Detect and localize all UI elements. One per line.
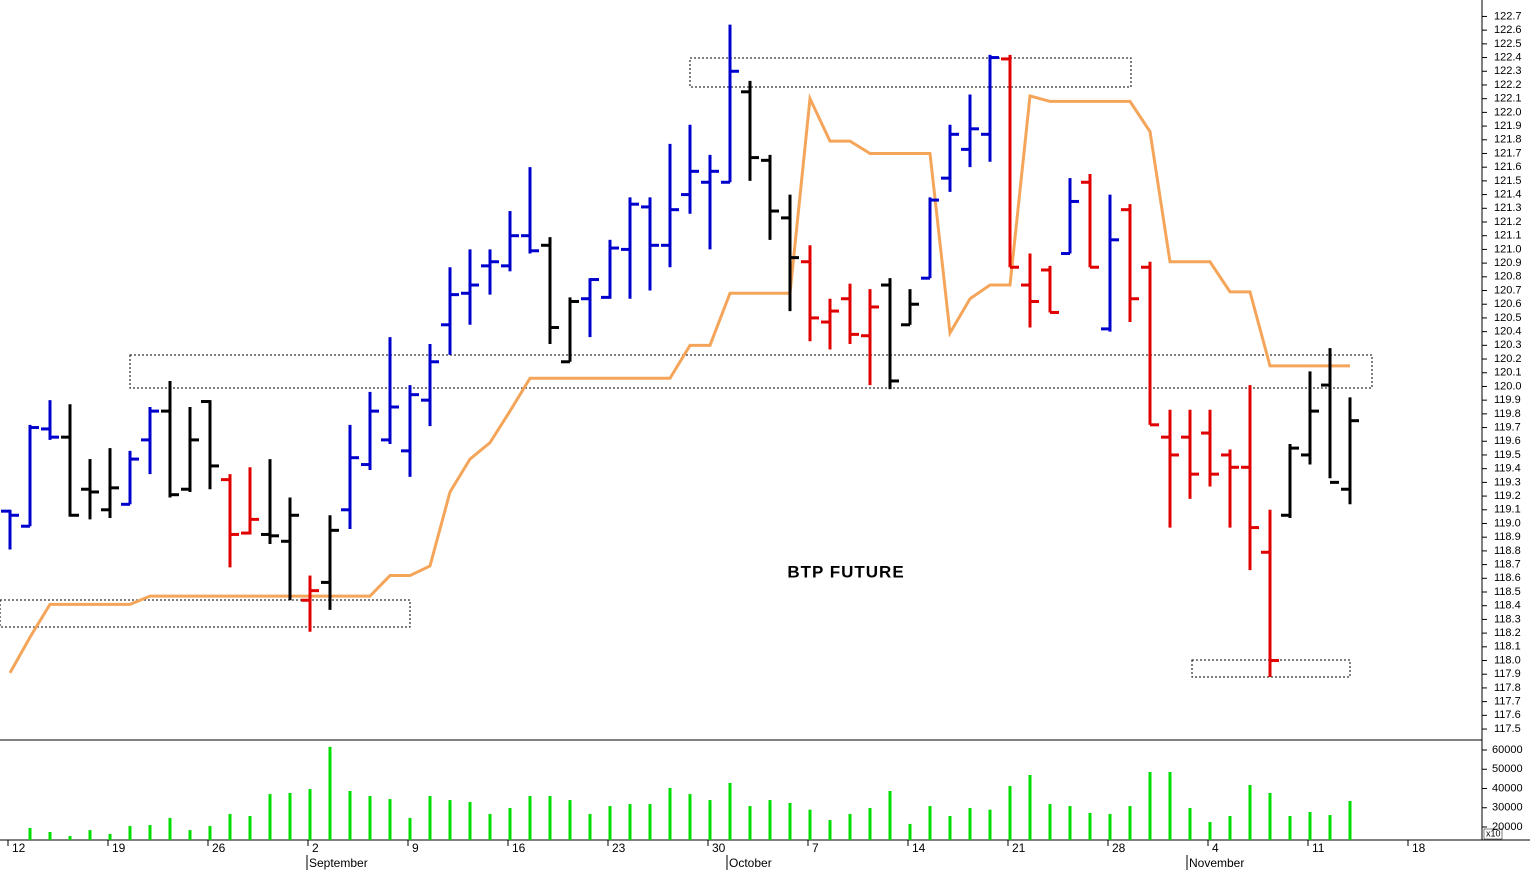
y-tick-label: 119.3 (1494, 476, 1521, 488)
y-tick-label: 30000 (1492, 802, 1523, 814)
y-tick-label: 122.4 (1494, 51, 1522, 63)
y-tick-label: 120.7 (1494, 284, 1522, 296)
y-tick-label: 120.1 (1494, 367, 1522, 379)
x-tick-label: 14 (912, 841, 926, 855)
y-tick-label: 117.7 (1494, 696, 1521, 708)
y-tick-label: 40000 (1492, 782, 1523, 794)
y-tick-label: 50000 (1492, 763, 1523, 775)
x-tick-label: 19 (112, 841, 126, 855)
y-tick-label: 118.9 (1494, 531, 1521, 543)
y-tick-label: 119.2 (1494, 490, 1521, 502)
unit-box (1483, 828, 1503, 840)
y-tick-label: 121.7 (1494, 147, 1522, 159)
x-tick-label: 21 (1012, 841, 1026, 855)
y-tick-label: 121.5 (1494, 175, 1522, 187)
y-tick-label: 120.5 (1494, 312, 1522, 324)
x-tick-label: 9 (412, 841, 419, 855)
y-tick-label: 118.3 (1494, 613, 1521, 625)
annotation-box (1191, 659, 1351, 678)
y-tick-label: 122.5 (1494, 38, 1522, 50)
y-tick-label: 120.9 (1494, 257, 1522, 269)
y-tick-label: 120.4 (1494, 326, 1522, 338)
y-tick-label: 121.0 (1494, 243, 1522, 255)
annotation-box (0, 599, 411, 628)
y-tick-label: 122.0 (1494, 106, 1522, 118)
y-tick-label: 118.7 (1494, 558, 1521, 570)
y-tick-label: 118.1 (1494, 641, 1521, 653)
y-tick-label: 120.8 (1494, 271, 1522, 283)
y-tick-label: 121.1 (1494, 230, 1522, 242)
month-label: November (1189, 856, 1244, 870)
chart-title: BTP FUTURE (787, 562, 904, 581)
y-tick-label: 117.5 (1494, 723, 1521, 735)
y-tick-label: 119.8 (1494, 408, 1521, 420)
y-tick-label: 60000 (1492, 744, 1523, 756)
y-tick-label: 20000 (1492, 821, 1523, 833)
y-tick-label: 120.2 (1494, 353, 1522, 365)
y-tick-label: 119.1 (1494, 504, 1521, 516)
month-label: October (729, 856, 772, 870)
y-tick-label: 117.6 (1494, 709, 1521, 721)
y-tick-label: 122.2 (1494, 79, 1522, 91)
y-tick-label: 122.3 (1494, 65, 1522, 77)
x-tick-label: 4 (1212, 841, 1219, 855)
x-tick-label: 28 (1112, 841, 1126, 855)
y-tick-label: 118.6 (1494, 572, 1521, 584)
y-tick-label: 118.4 (1494, 600, 1521, 612)
y-tick-label: 118.5 (1494, 586, 1521, 598)
overlay-line (8, 93, 1350, 674)
x-tick-label: 18 (1412, 841, 1426, 855)
y-tick-label: 120.3 (1494, 339, 1522, 351)
y-tick-label: 119.9 (1494, 394, 1521, 406)
x-tick-label: 26 (212, 841, 226, 855)
y-tick-label: 119.7 (1494, 421, 1521, 433)
x-tick-label: 23 (612, 841, 626, 855)
volume-unit-label: x10 (1486, 828, 1501, 838)
y-tick-label: 117.9 (1494, 668, 1521, 680)
y-tick-label: 118.2 (1494, 627, 1521, 639)
y-tick-label: 120.0 (1494, 380, 1522, 392)
y-tick-label: 118.0 (1494, 654, 1521, 666)
x-tick-label: 11 (1312, 841, 1325, 855)
y-tick-label: 122.6 (1494, 24, 1522, 36)
x-tick-label: 2 (312, 841, 319, 855)
y-tick-label: 118.8 (1494, 545, 1521, 557)
y-tick-label: 121.2 (1494, 216, 1522, 228)
y-tick-label: 122.1 (1494, 93, 1522, 105)
y-tick-label: 121.8 (1494, 134, 1522, 146)
y-tick-label: 121.4 (1494, 188, 1522, 200)
month-label: September (309, 856, 368, 870)
y-tick-label: 119.6 (1494, 435, 1521, 447)
y-tick-label: 122.7 (1494, 10, 1522, 22)
annotation-box (129, 354, 1373, 389)
y-tick-label: 119.5 (1494, 449, 1521, 461)
x-tick-label: 30 (712, 841, 726, 855)
y-tick-label: 117.8 (1494, 682, 1521, 694)
y-tick-label: 121.9 (1494, 120, 1522, 132)
y-tick-label: 121.3 (1494, 202, 1522, 214)
y-tick-label: 120.6 (1494, 298, 1522, 310)
x-tick-label: 12 (12, 841, 26, 855)
y-tick-label: 121.6 (1494, 161, 1522, 173)
y-tick-label: 119.0 (1494, 517, 1521, 529)
y-tick-label: 119.4 (1494, 463, 1521, 475)
x-tick-label: 16 (512, 841, 526, 855)
x-tick-label: 7 (812, 841, 819, 855)
annotation-box (689, 57, 1132, 88)
